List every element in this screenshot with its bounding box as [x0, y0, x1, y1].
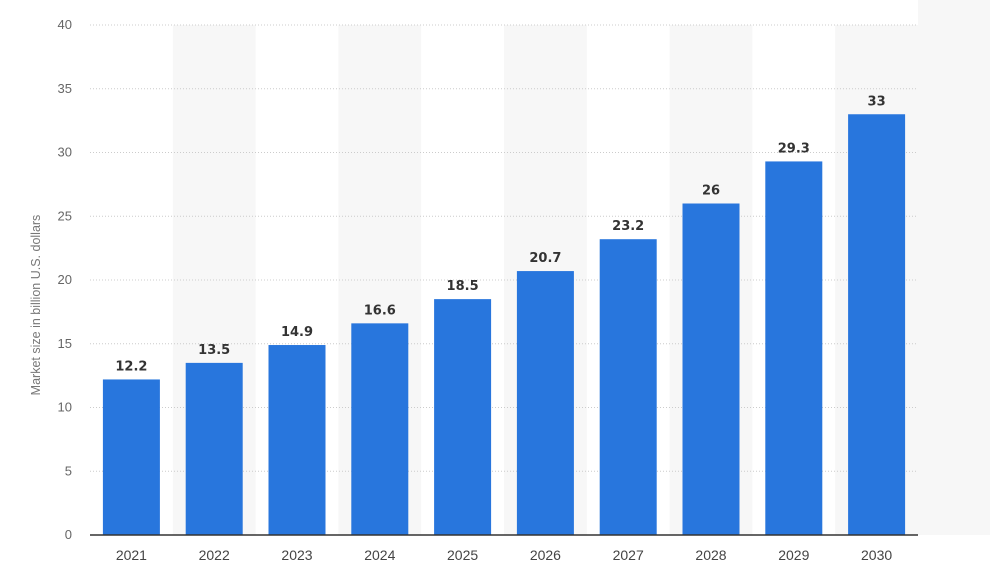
data-label-2021: 12.2: [115, 359, 147, 374]
column-band: [918, 0, 990, 535]
bar-data-labels: 12.2 13.5 14.9 16.6 18.5 20.7 23.2 26 29.3 33: [115, 94, 885, 374]
data-label-2022: 13.5: [198, 343, 230, 358]
data-label-2027: 23.2: [612, 219, 644, 234]
bars: [102, 114, 906, 536]
bar-2024: [351, 323, 409, 535]
x-tick-label: 2030: [861, 547, 892, 563]
data-label-2030: 33: [868, 94, 886, 109]
bar-2022: [185, 362, 243, 535]
x-tick-label: 2027: [613, 547, 644, 563]
x-tick-label: 2026: [530, 547, 561, 563]
x-tick-label: 2028: [695, 547, 726, 563]
y-tick-label: 0: [65, 527, 72, 542]
bar-2023: [268, 345, 326, 535]
y-axis-title: Market size in billion U.S. dollars: [29, 215, 43, 396]
x-tick-label: 2021: [116, 547, 147, 563]
bar-2021: [102, 379, 160, 535]
x-tick-label: 2024: [364, 547, 395, 563]
bar-2028: [682, 203, 740, 535]
y-tick-label: 40: [58, 17, 72, 32]
x-axis-tick-labels: 2021 2022 2023 2024 2025 2026 2027 2028 2029 2030: [116, 547, 893, 563]
bar-2030: [848, 114, 906, 535]
bar-2027: [599, 239, 657, 535]
data-label-2028: 26: [702, 184, 720, 199]
x-tick-label: 2022: [199, 547, 230, 563]
bar-2026: [516, 271, 574, 535]
data-label-2026: 20.7: [529, 251, 561, 266]
y-tick-label: 20: [58, 272, 72, 287]
y-tick-label: 10: [58, 400, 72, 415]
y-tick-label: 35: [58, 81, 72, 96]
x-tick-label: 2029: [778, 547, 809, 563]
bar-2025: [434, 299, 492, 535]
data-label-2025: 18.5: [447, 279, 479, 294]
data-label-2023: 14.9: [281, 325, 313, 340]
data-label-2024: 16.6: [364, 303, 396, 318]
x-tick-label: 2023: [281, 547, 312, 563]
y-tick-label: 30: [58, 145, 72, 160]
y-tick-label: 5: [65, 463, 72, 478]
bar-2029: [765, 161, 823, 536]
data-label-2029: 29.3: [778, 141, 810, 156]
y-tick-label: 25: [58, 208, 72, 223]
x-tick-label: 2025: [447, 547, 478, 563]
y-tick-label: 15: [58, 336, 72, 351]
y-axis-tick-labels: 0 5 10 15 20 25 30 35 40: [58, 17, 72, 542]
